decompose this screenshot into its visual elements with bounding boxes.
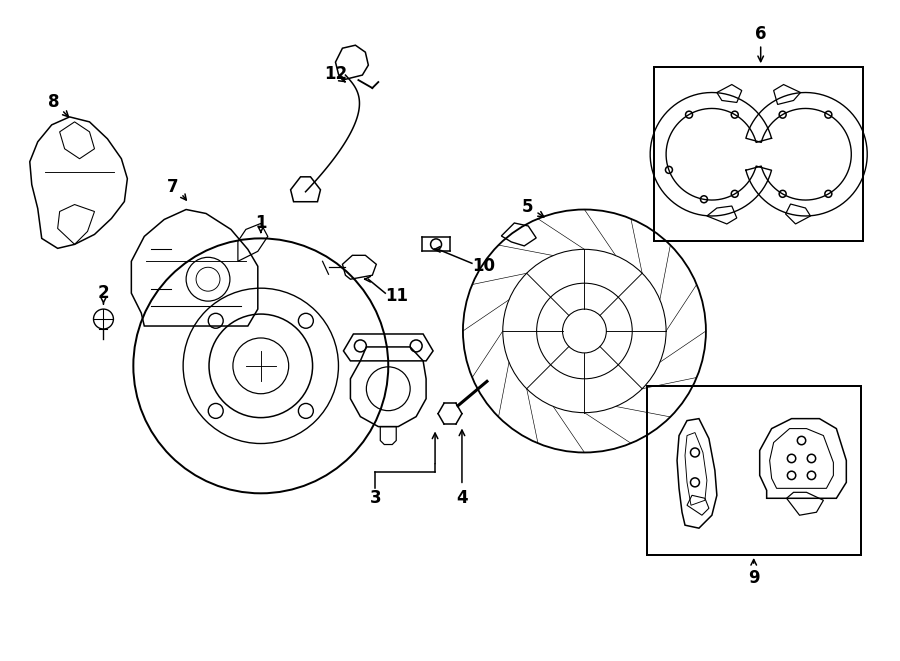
Text: 7: 7 xyxy=(167,178,179,196)
Text: 2: 2 xyxy=(97,284,109,302)
Text: 4: 4 xyxy=(456,489,468,507)
Bar xyxy=(654,67,863,241)
Text: 10: 10 xyxy=(472,257,495,275)
Text: 3: 3 xyxy=(370,489,381,507)
Text: 12: 12 xyxy=(324,65,347,83)
Text: 8: 8 xyxy=(48,93,59,111)
Text: 9: 9 xyxy=(748,569,760,587)
Text: 5: 5 xyxy=(522,198,534,215)
Text: 11: 11 xyxy=(385,287,409,305)
Text: 6: 6 xyxy=(755,25,767,43)
Bar xyxy=(647,386,861,555)
Text: 1: 1 xyxy=(255,214,266,233)
